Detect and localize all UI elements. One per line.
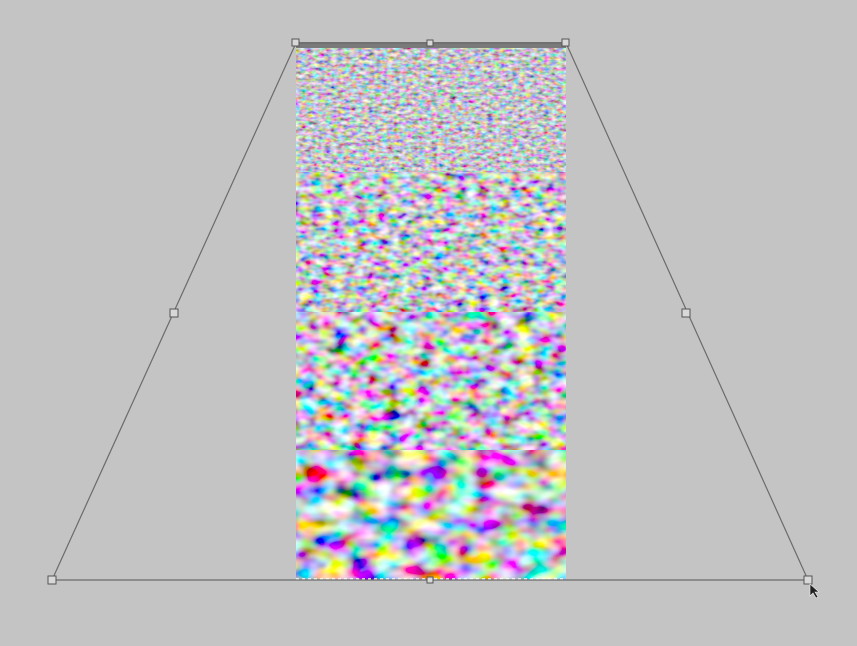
corner-handle[interactable] bbox=[48, 576, 56, 584]
texture-band bbox=[296, 312, 566, 450]
texture-band bbox=[296, 42, 566, 172]
texture-band bbox=[296, 450, 566, 580]
edge-handle[interactable] bbox=[427, 40, 433, 46]
corner-handle[interactable] bbox=[562, 39, 569, 46]
corner-handle[interactable] bbox=[804, 576, 812, 584]
edge-handle[interactable] bbox=[170, 309, 178, 317]
page bbox=[0, 0, 857, 646]
canvas bbox=[0, 0, 857, 646]
texture-layer bbox=[296, 42, 566, 580]
edge-handle[interactable] bbox=[682, 309, 690, 317]
edge-handle[interactable] bbox=[427, 577, 433, 583]
texture-band bbox=[296, 172, 566, 312]
corner-handle[interactable] bbox=[292, 39, 299, 46]
